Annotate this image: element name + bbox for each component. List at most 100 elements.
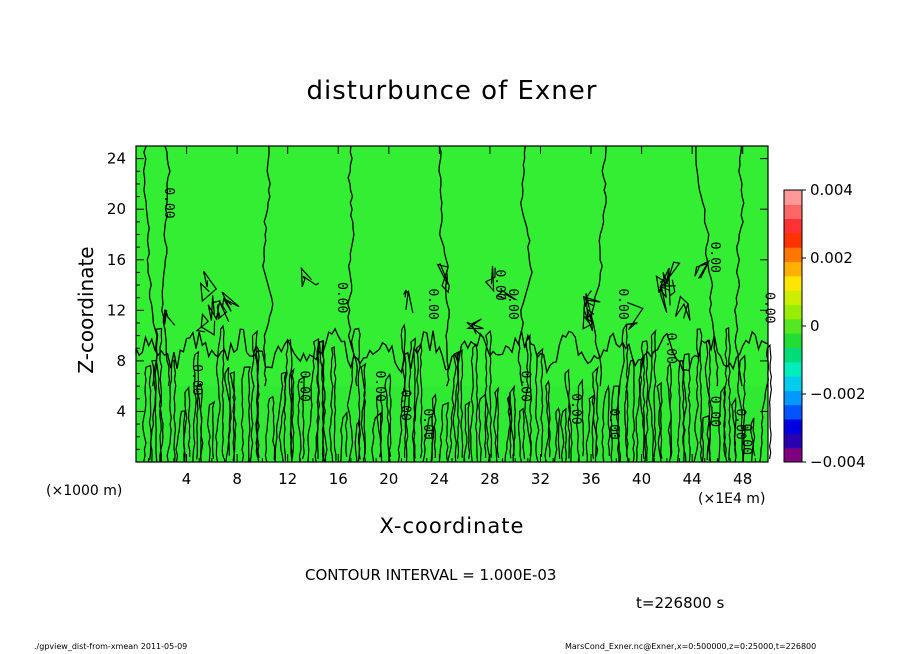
contour-line	[288, 367, 295, 463]
contour-line	[452, 348, 464, 463]
colorbar-swatch	[784, 419, 802, 434]
contour-line	[438, 145, 450, 387]
contour-line	[142, 145, 158, 387]
x-tick-label: 44	[683, 470, 702, 488]
colorbar-swatch	[784, 347, 802, 363]
contour-line	[262, 145, 274, 387]
contour-line	[354, 419, 361, 463]
time-label: t=226800 s	[636, 594, 725, 612]
contour-label: 0.00	[761, 292, 776, 323]
contour-line	[737, 354, 746, 463]
contour-label: 0.00	[505, 288, 520, 319]
contour-line	[734, 145, 745, 387]
contour-line	[656, 381, 663, 463]
contour-line	[610, 385, 620, 463]
contour-line	[517, 145, 533, 387]
x-tick-label: 48	[733, 470, 752, 488]
contour-line	[166, 359, 177, 463]
contour-line	[659, 268, 676, 298]
colorbar-swatch	[784, 390, 802, 406]
contour-line	[142, 364, 152, 463]
contour-line	[397, 323, 407, 463]
x-tick-label: 20	[379, 470, 398, 488]
colorbar-swatch	[784, 190, 802, 205]
contour-line	[693, 328, 703, 463]
contour-label: 0.00	[707, 396, 722, 427]
colorbar-swatch	[784, 290, 802, 306]
contour-label: 0.00	[189, 364, 204, 395]
x-tick-label: 40	[632, 470, 651, 488]
contour-line	[695, 145, 719, 387]
contour-line	[723, 326, 732, 463]
contour-label: 0.00	[372, 371, 387, 402]
contour-line	[478, 393, 487, 463]
x-axis-label: X-coordinate	[379, 514, 525, 538]
contour-line	[221, 291, 240, 312]
y-tick-label: 12	[107, 301, 126, 319]
colorbar: 0.004 0.002 0 −0.002 −0.004	[783, 181, 866, 471]
contour-line	[704, 339, 713, 463]
colorbar-swatch	[784, 433, 802, 449]
contour-line	[192, 350, 200, 463]
contour-line	[676, 360, 685, 463]
contour-line	[534, 347, 544, 463]
contour-line	[274, 371, 287, 463]
contour-label: 0.00	[739, 424, 754, 455]
contour-line	[750, 417, 756, 463]
contour-line	[648, 329, 657, 463]
contour-line	[635, 340, 649, 463]
contour-line	[135, 327, 769, 375]
contour-line	[360, 362, 367, 463]
contour-line	[682, 353, 691, 463]
x-unit-left-label: (×1000 m)	[46, 483, 123, 499]
footer-left-text: ./gpview_dist-from-xmean 2011-05-09	[34, 642, 188, 651]
contour-line	[446, 350, 460, 463]
contour-label: 0.00	[397, 389, 412, 420]
contour-line	[224, 366, 232, 463]
contour-line	[638, 356, 647, 463]
contour-line	[506, 393, 515, 463]
colorbar-swatch	[784, 204, 802, 220]
contour-label: 0.00	[161, 187, 176, 218]
contour-line	[564, 368, 573, 463]
chart-title: disturbunce of Exner	[306, 76, 598, 106]
colorbar-swatch	[784, 304, 802, 320]
colorbar-swatch	[784, 404, 802, 420]
contour-line	[161, 145, 171, 387]
contour-line	[463, 400, 471, 463]
contour-label: 0.00	[296, 371, 311, 402]
contour-line	[694, 259, 711, 279]
contour-line	[376, 392, 383, 463]
contour-line	[229, 371, 237, 463]
contour-line	[655, 272, 669, 298]
contour-label: 0.00	[518, 371, 533, 402]
contour-line	[240, 366, 251, 463]
colorbar-swatch	[784, 376, 802, 391]
y-tick-label: 20	[107, 200, 126, 218]
contour-line	[264, 395, 276, 463]
x-tick-label: 32	[531, 470, 550, 488]
contour-line	[347, 145, 358, 387]
contour-line	[216, 301, 230, 323]
contour-line	[582, 303, 594, 332]
contour-line	[297, 375, 305, 463]
colorbar-swatch	[784, 318, 802, 334]
contour-line	[328, 346, 337, 463]
colorbar-swatch	[784, 261, 802, 277]
contour-line	[666, 362, 673, 463]
contour-line	[616, 323, 629, 463]
colorbar-tick-label: 0.002	[810, 249, 853, 267]
contour-line	[601, 384, 611, 463]
contour-line	[195, 312, 216, 336]
contour-line	[731, 396, 737, 463]
contour-label: 0.00	[732, 408, 747, 439]
contour-line	[438, 401, 449, 463]
contour-line	[492, 386, 500, 463]
contour-line	[307, 337, 320, 463]
contour-label: 0.00	[425, 288, 440, 319]
contour-line	[674, 295, 691, 321]
x-tick-label: 24	[430, 470, 449, 488]
x-tick-label: 8	[232, 470, 242, 488]
colorbar-swatch	[784, 247, 802, 263]
